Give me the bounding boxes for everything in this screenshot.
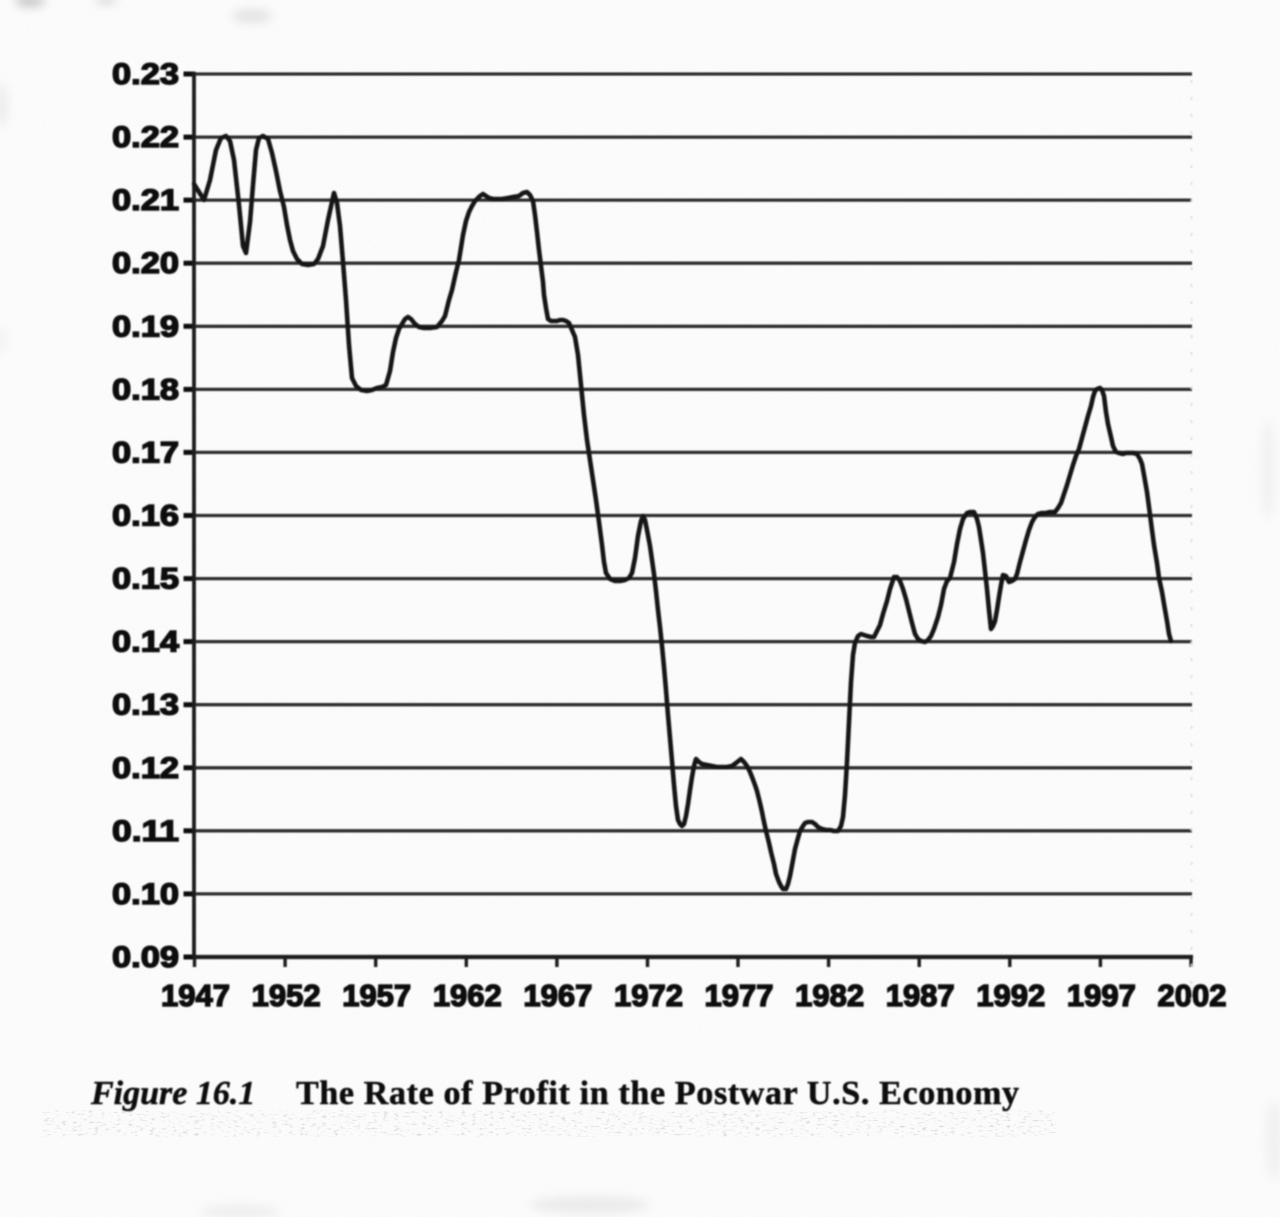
svg-text:The Rate of Profit in the Post: The Rate of Profit in the Postwar U.S. E… [296, 1075, 1020, 1112]
svg-text:1977: 1977 [705, 978, 774, 1013]
svg-text:0.20: 0.20 [112, 247, 179, 280]
svg-text:1997: 1997 [1067, 978, 1136, 1013]
svg-text:0.18: 0.18 [112, 373, 179, 406]
svg-text:1947: 1947 [161, 978, 230, 1013]
svg-text:0.16: 0.16 [112, 500, 179, 533]
svg-text:0.09: 0.09 [112, 941, 179, 974]
svg-text:1982: 1982 [795, 978, 864, 1013]
svg-text:0.23: 0.23 [112, 58, 179, 91]
svg-text:0.15: 0.15 [112, 563, 179, 596]
svg-text:1962: 1962 [433, 978, 502, 1013]
svg-text:1992: 1992 [976, 978, 1045, 1013]
svg-text:0.10: 0.10 [112, 878, 179, 911]
svg-text:1972: 1972 [614, 978, 683, 1013]
svg-text:0.11: 0.11 [112, 815, 179, 848]
svg-text:0.13: 0.13 [112, 689, 179, 722]
svg-text:0.22: 0.22 [112, 121, 179, 154]
svg-text:0.14: 0.14 [112, 626, 179, 659]
svg-text:1987: 1987 [886, 978, 955, 1013]
svg-text:0.17: 0.17 [112, 436, 179, 469]
svg-text:Figure 16.1: Figure 16.1 [90, 1075, 255, 1112]
svg-text:0.19: 0.19 [112, 310, 179, 343]
svg-text:0.12: 0.12 [112, 752, 179, 785]
svg-text:1952: 1952 [252, 978, 321, 1013]
svg-text:1957: 1957 [342, 978, 411, 1013]
svg-text:1967: 1967 [523, 978, 592, 1013]
svg-text:0.21: 0.21 [112, 184, 179, 217]
